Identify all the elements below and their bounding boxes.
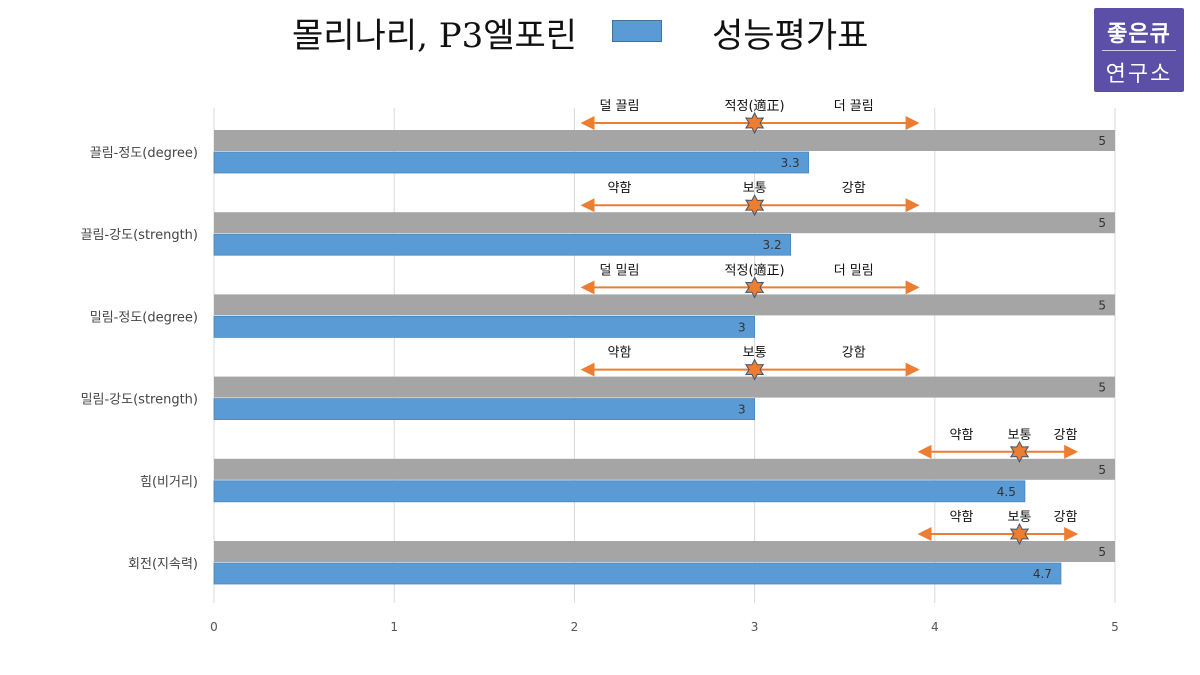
bar-max: [214, 130, 1115, 151]
annotation-right-label: 더 밀림: [834, 263, 874, 278]
star-marker: [1009, 440, 1030, 463]
logo-text-line1: 좋은큐: [1107, 22, 1171, 47]
star-marker: [744, 358, 765, 381]
data-label-max: 5: [1098, 134, 1106, 148]
star-marker: [744, 276, 765, 299]
x-tick-label: 1: [390, 620, 398, 634]
bar-score: [213, 233, 792, 256]
category-label: 회전(지속력): [128, 557, 198, 572]
bar-max: [214, 212, 1115, 234]
annotation-center-label: 보통: [743, 346, 767, 361]
annotation-left-label: 덜 밀림: [599, 263, 639, 278]
data-label-max: 5: [1098, 463, 1106, 477]
category-label: 힘(비거리): [140, 475, 198, 490]
data-label-score: 3: [738, 320, 746, 334]
logo-text-line2: 연구소: [1105, 62, 1173, 87]
bar-score: [213, 398, 755, 421]
data-label-max: 5: [1098, 545, 1106, 559]
bar-score: [213, 562, 1062, 585]
annotation-right-label: 강함: [1054, 510, 1078, 525]
bar-score: [213, 151, 810, 174]
data-label-score: 3.2: [763, 238, 782, 252]
annotation-right-label: 강함: [842, 181, 866, 196]
annotation-right-label: 강함: [1054, 428, 1078, 443]
x-tick-label: 3: [751, 620, 759, 634]
chart-header: 몰리나리, P3엘포린 성능평가표: [0, 0, 1200, 80]
annotation-center-label: 보통: [1008, 510, 1032, 525]
bar-max: [214, 541, 1115, 562]
category-label: 밀림-강도(strength): [81, 393, 198, 408]
annotation-left-label: 약함: [607, 346, 631, 361]
x-tick-label: 2: [571, 620, 579, 634]
category-label: 끌림-강도(strength): [81, 228, 198, 243]
data-label-score: 3: [738, 403, 746, 417]
category-label: 밀림-정도(degree): [90, 310, 198, 325]
annotation-center-label: 보통: [743, 181, 767, 196]
annotation-center-label: 보통: [1008, 428, 1032, 443]
chart-title-left: 몰리나리, P3엘포린: [292, 16, 578, 56]
annotation-left-label: 약함: [950, 428, 974, 443]
brand-logo: 좋은큐 연구소: [1094, 8, 1184, 92]
annotation-center-label: 적정(適正): [725, 262, 785, 278]
annotation-right-label: 강함: [842, 346, 866, 361]
data-label-score: 4.7: [1033, 567, 1052, 581]
logo-divider: [1102, 50, 1176, 51]
annotation-left-label: 덜 끌림: [599, 99, 639, 114]
data-label-score: 3.3: [781, 156, 800, 170]
star-marker: [744, 111, 765, 135]
annotation-right-label: 더 끌림: [834, 99, 874, 114]
annotation-left-label: 약함: [950, 510, 974, 525]
legend-swatch: [612, 20, 662, 42]
category-label: 끌림-정도(degree): [90, 146, 198, 161]
star-marker: [744, 194, 765, 217]
x-tick-label: 0: [210, 620, 218, 634]
star-marker: [1009, 522, 1030, 546]
data-label-max: 5: [1098, 381, 1106, 395]
data-label-max: 5: [1098, 298, 1106, 312]
bar-score: [213, 315, 755, 338]
x-tick-label: 5: [1111, 620, 1119, 634]
annotation-left-label: 약함: [607, 181, 631, 196]
bar-max: [214, 376, 1115, 398]
bar-score: [213, 480, 1026, 503]
chart-title-right: 성능평가표: [712, 16, 869, 56]
data-label-max: 5: [1098, 216, 1106, 230]
x-tick-label: 4: [931, 620, 939, 634]
data-label-score: 4.5: [997, 485, 1016, 499]
annotation-center-label: 적정(適正): [725, 98, 785, 114]
bar-max: [214, 294, 1115, 316]
bar-max: [214, 458, 1115, 480]
